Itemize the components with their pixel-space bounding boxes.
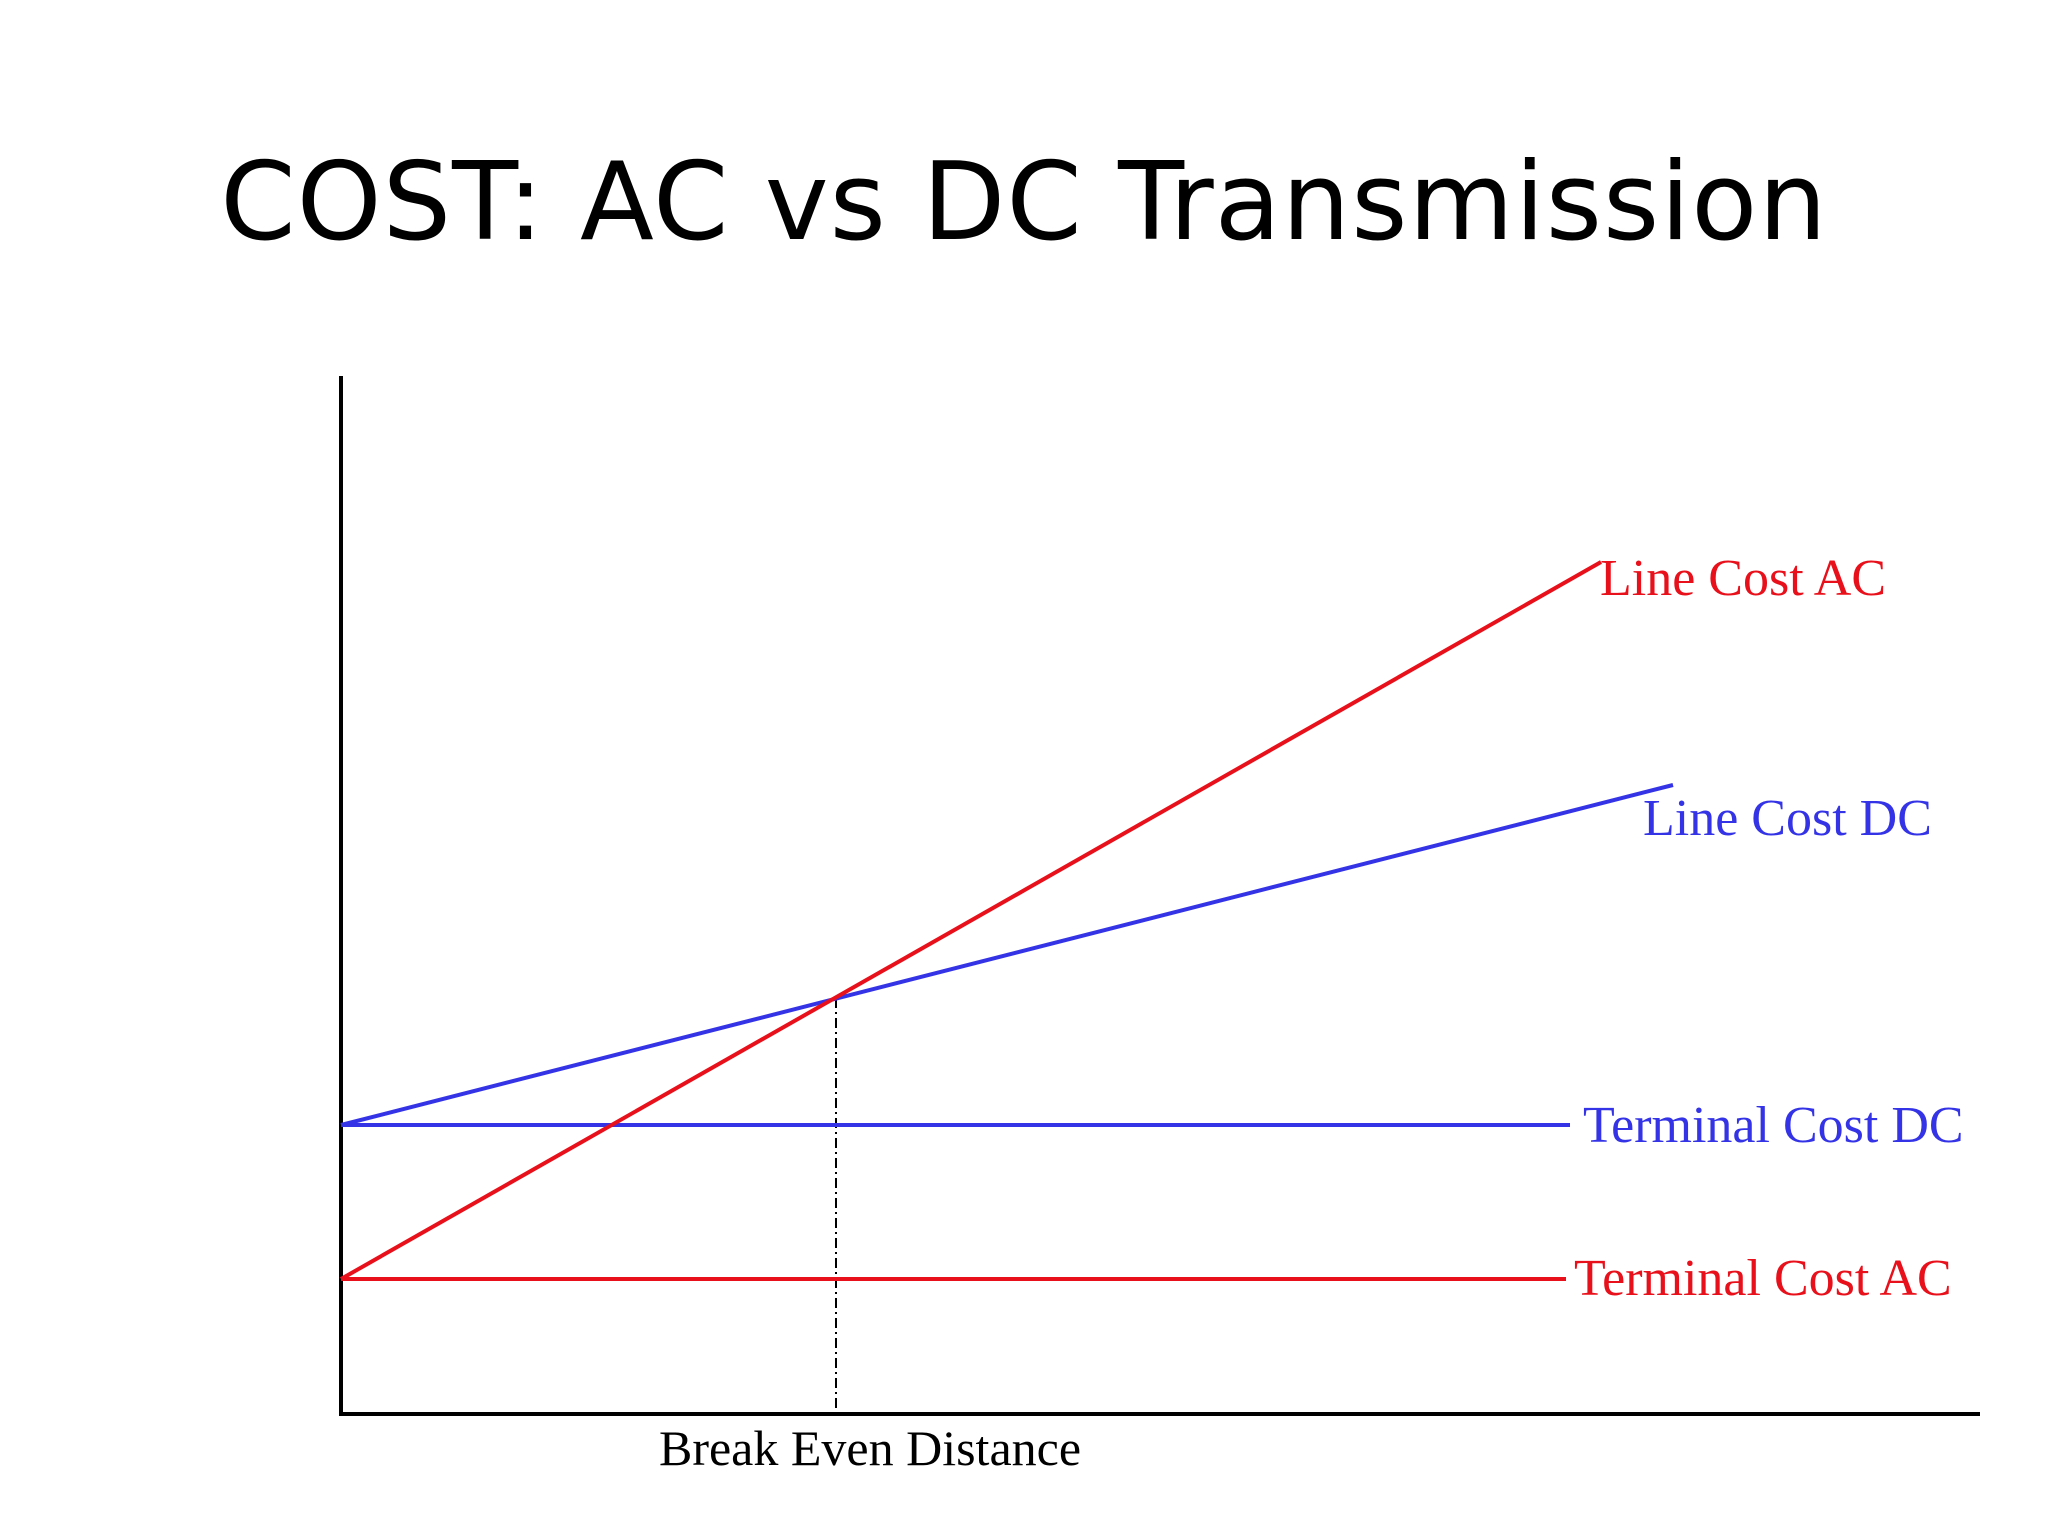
- line-cost-ac-label: Line Cost AC: [1600, 550, 1886, 607]
- x-axis-label: Break Even Distance: [659, 1420, 1081, 1476]
- terminal-cost-dc-label: Terminal Cost DC: [1583, 1097, 1964, 1154]
- slide-title: COST: AC vs DC Transmission: [220, 140, 1828, 265]
- terminal-cost-ac-label: Terminal Cost AC: [1574, 1250, 1952, 1307]
- line-cost-dc-line: [340, 783, 1674, 1127]
- line-cost-dc-label: Line Cost DC: [1643, 790, 1932, 847]
- line-cost-ac-line: [340, 560, 1602, 1281]
